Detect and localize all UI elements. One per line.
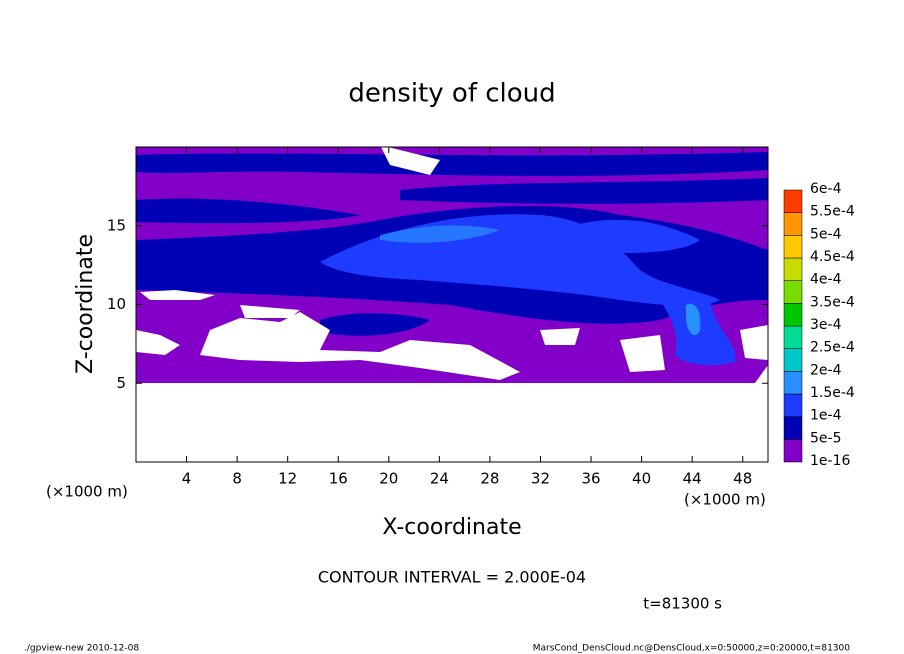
colorbar-box bbox=[783, 393, 803, 417]
contour-field bbox=[136, 147, 768, 383]
colorbar-box bbox=[783, 235, 803, 259]
colorbar-label: 1.5e-4 bbox=[810, 385, 855, 401]
colorbar-label: 4.5e-4 bbox=[810, 249, 855, 265]
y-tick-label: 15 bbox=[107, 216, 126, 234]
contour-interval: CONTOUR INTERVAL = 2.000E-04 bbox=[318, 568, 586, 587]
colorbar-box bbox=[783, 439, 803, 463]
colorbar-label: 2e-4 bbox=[810, 362, 842, 378]
colorbar-box bbox=[783, 303, 803, 327]
colorbar-label: 2.5e-4 bbox=[810, 340, 855, 356]
x-tick-label: 32 bbox=[531, 470, 550, 488]
x-tick-label: 20 bbox=[379, 470, 398, 488]
y-tick-label: 5 bbox=[116, 374, 126, 392]
colorbar-label: 4e-4 bbox=[810, 272, 842, 288]
chart-title: density of cloud bbox=[348, 79, 555, 109]
colorbar-label: 5.5e-4 bbox=[810, 204, 855, 220]
time-label: t=81300 s bbox=[643, 595, 722, 613]
x-tick-label: 16 bbox=[329, 470, 348, 488]
colorbar-box bbox=[783, 325, 803, 349]
colorbar-box bbox=[783, 348, 803, 372]
x-tick-label: 24 bbox=[430, 470, 449, 488]
colorbar-label: 5e-5 bbox=[810, 430, 841, 446]
x-tick-label: 28 bbox=[480, 470, 499, 488]
x-tick-label: 44 bbox=[683, 470, 702, 488]
colorbar-label: 3e-4 bbox=[810, 317, 842, 333]
x-axis-label: X-coordinate bbox=[382, 515, 521, 540]
colorbar-box bbox=[783, 257, 803, 281]
colorbar-box bbox=[783, 280, 803, 304]
colorbar-box bbox=[783, 371, 803, 395]
y-axis-label: Z-coordinate bbox=[73, 234, 98, 374]
x-tick-label: 36 bbox=[581, 470, 600, 488]
colorbar-box bbox=[783, 416, 803, 440]
x-tick-label: 48 bbox=[733, 470, 752, 488]
colorbar-label: 1e-4 bbox=[810, 408, 842, 424]
colorbar-label: 3.5e-4 bbox=[810, 294, 855, 310]
colorbar-label: 5e-4 bbox=[810, 226, 842, 242]
colorbar-box bbox=[783, 189, 803, 213]
x-tick-label: 4 bbox=[182, 470, 192, 488]
x-tick-label: 12 bbox=[278, 470, 297, 488]
y-tick-label: 10 bbox=[107, 295, 126, 313]
footer-right: MarsCond_DensCloud.nc@DensCloud,x=0:5000… bbox=[533, 644, 850, 654]
colorbar-label: 1e-16 bbox=[810, 453, 850, 469]
x-unit-right: (×1000 m) bbox=[684, 491, 766, 509]
colorbar-label: 6e-4 bbox=[810, 181, 842, 197]
x-tick-label: 8 bbox=[232, 470, 242, 488]
x-unit-left: (×1000 m) bbox=[46, 483, 128, 501]
footer-left: ./gpview-new 2010-12-08 bbox=[24, 644, 139, 654]
x-tick-label: 40 bbox=[632, 470, 651, 488]
colorbar-box bbox=[783, 212, 803, 236]
